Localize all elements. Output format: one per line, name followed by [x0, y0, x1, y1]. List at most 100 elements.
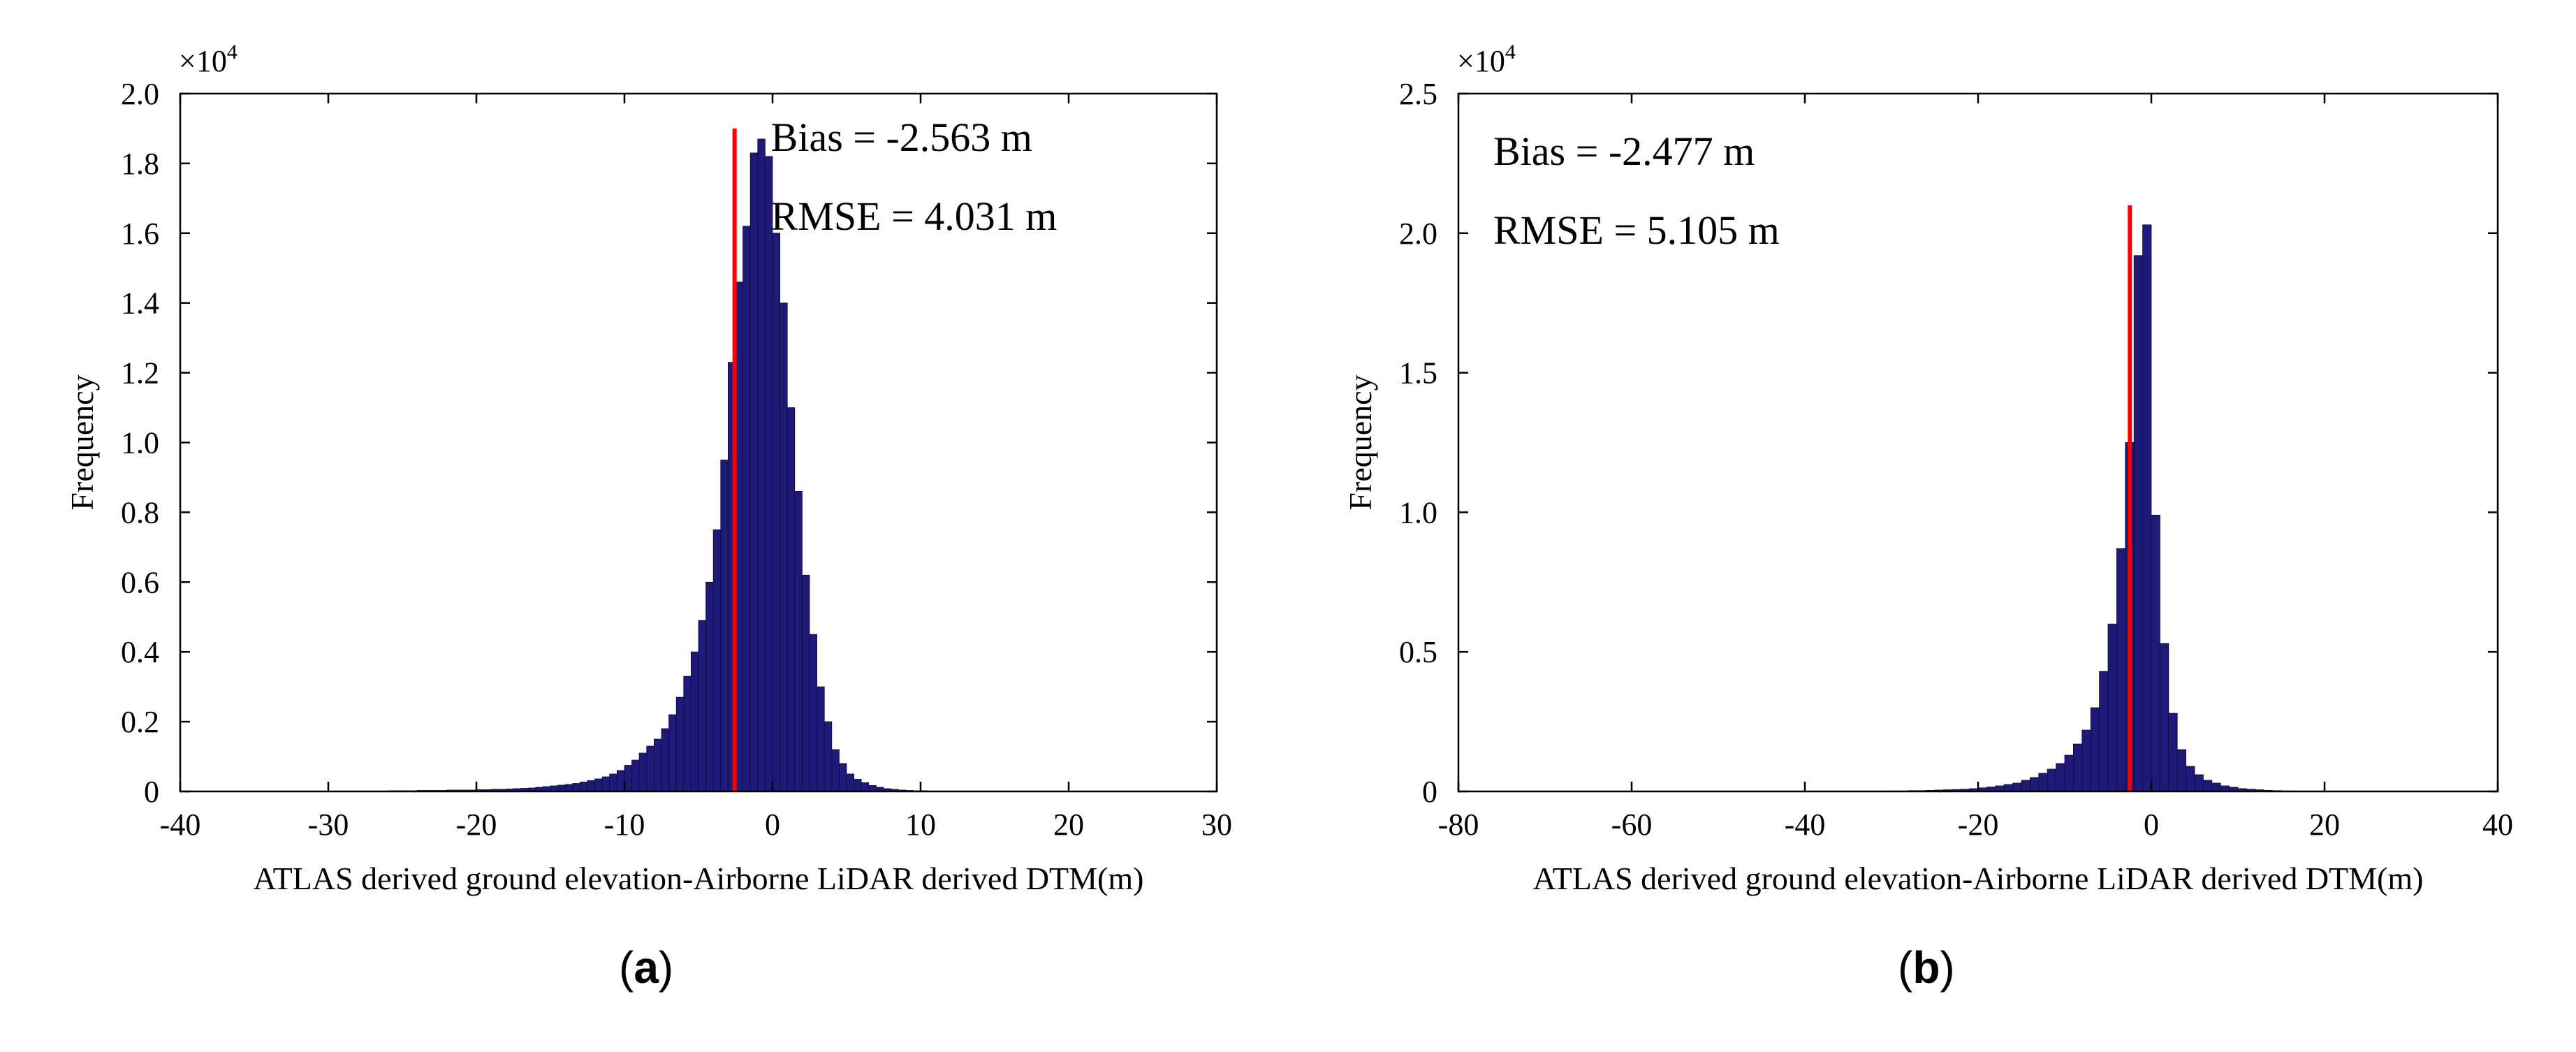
x-tick-label-a: -10 — [604, 808, 645, 842]
y-tick-label-a: 0.2 — [121, 705, 159, 739]
histogram-bar-b — [2186, 766, 2195, 792]
x-tick-label-b: 40 — [2482, 808, 2513, 842]
histogram-bar-a — [765, 156, 773, 792]
histogram-bar-a — [861, 782, 870, 792]
y-tick-label-a: 1.2 — [121, 356, 159, 390]
x-tick-label-a: -30 — [308, 808, 349, 842]
x-tick-label-a: 10 — [905, 808, 936, 842]
y-tick-label-b: 0 — [1422, 775, 1437, 809]
x-tick-label-a: -20 — [456, 808, 497, 842]
y-tick-label-a: 2.0 — [121, 77, 159, 111]
y-multiplier-exponent-a: 4 — [227, 41, 237, 64]
panel-label-a: (a) — [619, 942, 674, 993]
y-tick-label-b: 1.0 — [1399, 495, 1437, 529]
x-tick-label-b: -20 — [1958, 808, 1999, 842]
histogram-bar-a — [594, 778, 603, 792]
histogram-bar-b — [2159, 643, 2169, 792]
histogram-bar-b — [2090, 707, 2100, 792]
y-multiplier-exponent-b: 4 — [1505, 41, 1516, 64]
y-tick-label-a: 1.0 — [121, 426, 159, 460]
y-tick-label-b: 0.5 — [1399, 635, 1437, 669]
y-tick-label-b: 1.5 — [1399, 356, 1437, 390]
x-tick-label-b: -60 — [1611, 808, 1653, 842]
histogram-bar-b — [2168, 713, 2178, 792]
histogram-bar-b — [2107, 623, 2117, 792]
histogram-bar-b — [2003, 784, 2013, 792]
y-tick-label-a: 1.8 — [121, 147, 159, 181]
histogram-bar-a — [772, 233, 781, 792]
histogram-bar-b — [2211, 782, 2221, 792]
chart-a: -40 -30 -20 -10 0 10 20 30 0 0.2 0.4 0.6 0.8 1.0 1.2 1.… — [64, 41, 1232, 896]
histogram-bar-b — [2151, 514, 2160, 792]
y-tick-label-a: 0 — [144, 775, 159, 809]
histogram-bar-a — [654, 738, 662, 792]
histogram-bar-a — [757, 138, 766, 792]
y-multiplier-a: ×104 — [179, 41, 237, 78]
histogram-bar-a — [786, 407, 796, 792]
histogram-bar-b — [2012, 782, 2022, 792]
histogram-bar-b — [2202, 780, 2213, 792]
y-tick-label-a: 0.8 — [121, 495, 159, 529]
histogram-bar-b — [2064, 754, 2074, 792]
histogram-bar-a — [839, 763, 847, 792]
histogram-bar-a — [742, 226, 751, 792]
x-tick-label-a: 30 — [1201, 808, 1232, 842]
histogram-bar-a — [668, 714, 677, 792]
histogram-bar-a — [675, 696, 685, 792]
annotation-bias-a: Bias = -2.563 m — [771, 115, 1032, 160]
histogram-bar-b — [2081, 729, 2091, 792]
histogram-bar-a — [868, 785, 877, 792]
annotation-rmse-a: RMSE = 4.031 m — [771, 193, 1058, 239]
histogram-bar-b — [2194, 774, 2204, 792]
histogram-bar-a — [720, 460, 729, 792]
histogram-bar-a — [831, 749, 840, 792]
x-tick-label-b: 0 — [2144, 808, 2159, 842]
histogram-bar-a — [712, 529, 722, 792]
histogram-bar-a — [683, 675, 691, 792]
x-tick-label-b: 20 — [2309, 808, 2340, 842]
annotation-bias-b: Bias = -2.477 m — [1493, 129, 1755, 174]
histogram-bar-a — [809, 634, 817, 792]
histogram-bar-a — [854, 779, 862, 792]
histogram-bar-a — [638, 752, 647, 792]
histogram-bar-a — [564, 784, 573, 792]
histogram-bar-b — [2072, 743, 2083, 792]
histogram-bar-a — [802, 574, 810, 792]
x-tick-label-b: -80 — [1438, 808, 1479, 842]
y-tick-label-a: 0.6 — [121, 565, 159, 599]
histogram-bar-a — [580, 782, 588, 792]
histogram-bar-b — [2133, 255, 2143, 792]
x-tick-label-a: 0 — [765, 808, 780, 842]
histogram-bar-b — [2056, 763, 2065, 792]
histogram-bar-b — [2047, 768, 2056, 792]
histogram-bar-a — [587, 780, 596, 792]
x-axis-label-b: ATLAS derived ground elevation-Airborne … — [1533, 861, 2424, 896]
y-tick-label-b: 2.5 — [1399, 77, 1437, 111]
y-tick-label-a: 1.6 — [121, 217, 159, 251]
x-axis-label-a: ATLAS derived ground elevation-Airborne … — [254, 861, 1144, 896]
histogram-bar-a — [794, 491, 803, 792]
histogram-bar-b — [2038, 773, 2048, 792]
y-multiplier-b: ×104 — [1457, 41, 1516, 78]
y-axis-label-a: Frequency — [64, 374, 100, 510]
histogram-bar-a — [609, 773, 617, 792]
histogram-bar-a — [705, 581, 714, 792]
annotation-rmse-b: RMSE = 5.105 m — [1493, 207, 1780, 253]
histogram-bar-b — [2176, 749, 2186, 792]
histogram-bar-a — [780, 302, 788, 792]
y-tick-label-a: 1.4 — [121, 286, 159, 321]
axes-frame-b — [1457, 92, 2499, 793]
x-tick-label-a: 20 — [1053, 808, 1084, 842]
histogram-bar-a — [824, 721, 833, 792]
y-tick-label-a: 0.4 — [121, 635, 159, 669]
histogram-bar-a — [572, 783, 580, 792]
panel-label-b: (b) — [1898, 942, 1955, 993]
histogram-bar-a — [749, 152, 759, 792]
histogram-bar-b — [2021, 780, 2030, 792]
x-tick-label-b: -40 — [1785, 808, 1826, 842]
histogram-bar-b — [2142, 224, 2152, 792]
histogram-bar-a — [557, 784, 566, 792]
histogram-bar-b — [2029, 777, 2040, 792]
histogram-bar-b — [2099, 671, 2109, 792]
